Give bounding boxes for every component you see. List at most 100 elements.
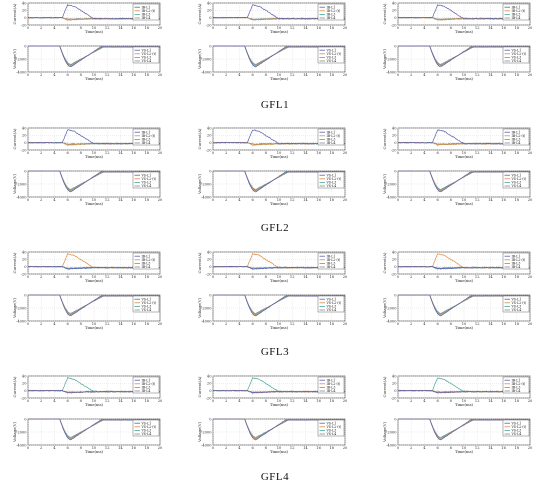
current-xtick-label: 0 [397,26,400,30]
voltage-xtick-label: 2 [410,446,412,450]
current-ytick-label: 0 [394,265,397,269]
current-legend-entry: IB-L1 [512,254,521,258]
voltage-ytick-label: -2000 [386,430,397,434]
current-xtick-label: 0 [397,151,400,155]
current-ytick-label: 40 [392,374,397,378]
voltage-legend-entry: VS-L1 [141,48,152,52]
current-ytick-label: 20 [22,9,27,13]
voltage-legend [132,295,160,313]
voltage-ytick-label: 0 [24,417,27,421]
current-ylabel: Current(A) [197,128,202,149]
voltage-legend-entry: VS-L4 [326,432,337,436]
current-xtick-label: 14 [303,26,308,30]
current-xlabel: Time(ms) [270,29,289,34]
voltage-xtick-label: 16 [501,322,506,326]
current-legend-entry: IB-L4 [512,265,521,269]
current-xlabel: Time(ms) [455,402,474,407]
voltage-xtick-label: 12 [475,73,480,77]
current-xlabel: Time(ms) [85,29,104,34]
current-ylabel: Current(A) [382,252,387,273]
current-legend-entry: IB-L2-(t) [142,134,156,138]
voltage-xtick-label: 12 [290,446,295,450]
group-label-gfl3: GFL3 [260,346,290,358]
voltage-ytick-label: 0 [394,293,397,297]
current-ytick-label: 20 [392,382,397,386]
voltage-xtick-label: 8 [265,198,268,202]
current-legend-entry: IB-L3 [142,386,151,390]
current-xtick-label: 2 [225,26,227,30]
current-xtick-label: 2 [410,275,412,279]
current-xtick-label: 16 [501,399,506,403]
voltage-xlabel: Time(ms) [85,76,104,81]
voltage-legend [132,419,160,437]
voltage-ytick-label: 0 [209,44,212,48]
group-label-gfl4: GFL4 [260,471,290,483]
current-ytick-label: 40 [22,1,27,5]
current-legend-entry: IB-L1 [327,5,336,9]
voltage-xtick-label: 10 [462,446,467,450]
voltage-xtick-label: 14 [118,322,123,326]
voltage-xtick-label: 20 [528,322,533,326]
current-xtick-label: 8 [80,151,83,155]
current-xtick-label: 12 [290,151,295,155]
current-legend-entry: IB-L3 [142,138,151,142]
voltage-xtick-label: 4 [53,73,56,77]
current-xlabel: Time(ms) [455,278,474,283]
current-xtick-label: 4 [423,151,426,155]
current-xlabel: Time(ms) [85,278,104,283]
current-xtick-label: 2 [225,399,227,403]
voltage-xtick-label: 20 [343,322,348,326]
voltage-xlabel: Time(ms) [270,76,289,81]
current-xtick-label: 4 [238,26,241,30]
current-ytick-label: -20 [391,148,398,152]
voltage-ytick-label: -4000 [386,70,397,74]
voltage-xtick-label: 10 [277,322,282,326]
current-xlabel: Time(ms) [270,154,289,159]
current-ytick-label: 20 [207,382,212,386]
current-ytick-label: -20 [21,396,28,400]
current-xtick-label: 2 [410,399,412,403]
voltage-xtick-label: 12 [105,73,110,77]
voltage-legend-entry: VS-L3 [511,181,522,185]
current-ytick-label: 40 [392,250,397,254]
voltage-xtick-label: 6 [66,73,69,77]
voltage-xtick-label: 16 [501,198,506,202]
voltage-ytick-label: 0 [394,44,397,48]
current-xtick-label: 16 [131,151,136,155]
voltage-ylabel: Voltage(V) [382,173,387,195]
current-ytick-label: 0 [394,141,397,145]
voltage-xtick-label: 12 [475,322,480,326]
voltage-legend-entry: VS-L1 [326,173,337,177]
voltage-xtick-label: 6 [251,322,254,326]
current-legend-entry: IB-L4 [512,389,521,393]
voltage-ytick-label: -2000 [386,182,397,186]
current-xtick-label: 8 [265,275,268,279]
voltage-legend-entry: VS-L3 [141,181,152,185]
current-xtick-label: 14 [118,26,123,30]
voltage-ytick-label: -4000 [16,319,27,323]
current-legend-entry: IB-L3 [327,138,336,142]
voltage-xtick-label: 18 [515,198,520,202]
voltage-legend [317,46,345,64]
current-xtick-label: 14 [488,399,493,403]
current-xtick-label: 18 [145,399,150,403]
voltage-xtick-label: 0 [27,446,30,450]
voltage-ytick-label: 0 [209,417,212,421]
voltage-ytick-label: -2000 [16,306,27,310]
voltage-legend-entry: VS-L3 [511,305,522,309]
current-xtick-label: 18 [515,399,520,403]
voltage-xtick-label: 6 [436,198,439,202]
current-xtick-label: 20 [528,275,533,279]
current-ytick-label: 0 [24,16,27,20]
voltage-xtick-label: 0 [212,446,215,450]
current-ytick-label: 20 [22,382,27,386]
current-xtick-label: 20 [343,399,348,403]
voltage-ytick-label: 0 [394,417,397,421]
current-xtick-label: 10 [92,26,97,30]
voltage-xtick-label: 20 [158,198,163,202]
voltage-xtick-label: 14 [118,198,123,202]
voltage-xtick-label: 16 [131,198,136,202]
current-xtick-label: 20 [158,275,163,279]
current-legend-entry: IB-L3 [327,386,336,390]
current-xtick-label: 16 [131,275,136,279]
